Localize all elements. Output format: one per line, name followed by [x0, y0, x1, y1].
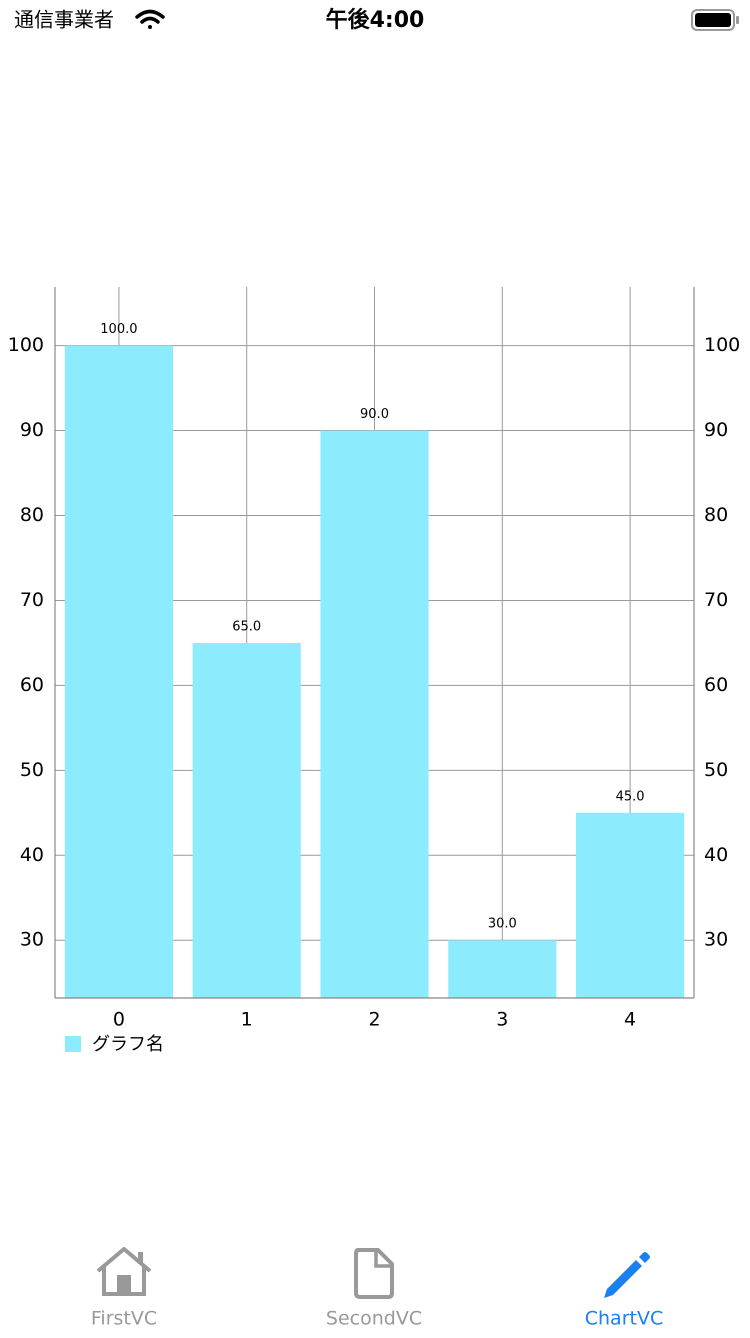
x-tick-label: 4 [624, 1009, 636, 1031]
y-tick-label: 100 [8, 334, 44, 356]
tab-icon[interactable] [604, 1252, 650, 1298]
y2-tick-label: 60 [704, 674, 728, 696]
x-tick-label: 2 [368, 1009, 380, 1031]
y-tick-label: 40 [20, 844, 44, 866]
x-tick-label: 3 [496, 1009, 508, 1031]
bar [64, 345, 173, 998]
y-tick-label: 50 [20, 759, 44, 781]
value-label: 45.0 [616, 789, 645, 804]
y2-tick-label: 80 [704, 504, 728, 526]
tab-icon[interactable] [96, 1247, 152, 1296]
wifi-icon [135, 9, 165, 29]
bar [192, 642, 301, 998]
bar [576, 812, 685, 998]
y2-tick-label: 50 [704, 759, 728, 781]
value-label: 100.0 [100, 322, 137, 337]
y2-tick-label: 100 [704, 334, 740, 356]
carrier: 通信事業者 [14, 8, 114, 32]
legend-swatch [65, 1036, 81, 1052]
tab-label[interactable]: FirstVC [91, 1308, 157, 1330]
y-tick-label: 70 [20, 589, 44, 611]
x-tick-label: 0 [113, 1009, 125, 1031]
legend-label: グラフ名 [92, 1034, 164, 1055]
bar [448, 940, 557, 998]
clock: 午後4:00 [326, 7, 425, 33]
y2-tick-label: 30 [704, 929, 728, 951]
y2-tick-label: 40 [704, 844, 728, 866]
bar [320, 430, 429, 998]
tab-label[interactable]: ChartVC [585, 1308, 663, 1330]
y-tick-label: 60 [20, 674, 44, 696]
tab-icon[interactable] [354, 1248, 394, 1299]
tab-label[interactable]: SecondVC [326, 1308, 422, 1330]
chart: 30 40 50 60 70 80 90 100 30 40 50 60 70 80 90 100 0 1 2 3 4 1… [8, 287, 740, 1055]
value-label: 65.0 [232, 619, 261, 634]
tab-bar: FirstVC SecondVC ChartVC [91, 1247, 663, 1330]
x-tick-label: 1 [241, 1009, 253, 1031]
battery-icon [691, 9, 739, 31]
y2-tick-label: 70 [704, 589, 728, 611]
value-label: 30.0 [488, 917, 517, 932]
y-tick-label: 30 [20, 929, 44, 951]
y2-tick-label: 90 [704, 419, 728, 441]
value-label: 90.0 [360, 407, 389, 422]
y-tick-label: 80 [20, 504, 44, 526]
y-tick-label: 90 [20, 419, 44, 441]
